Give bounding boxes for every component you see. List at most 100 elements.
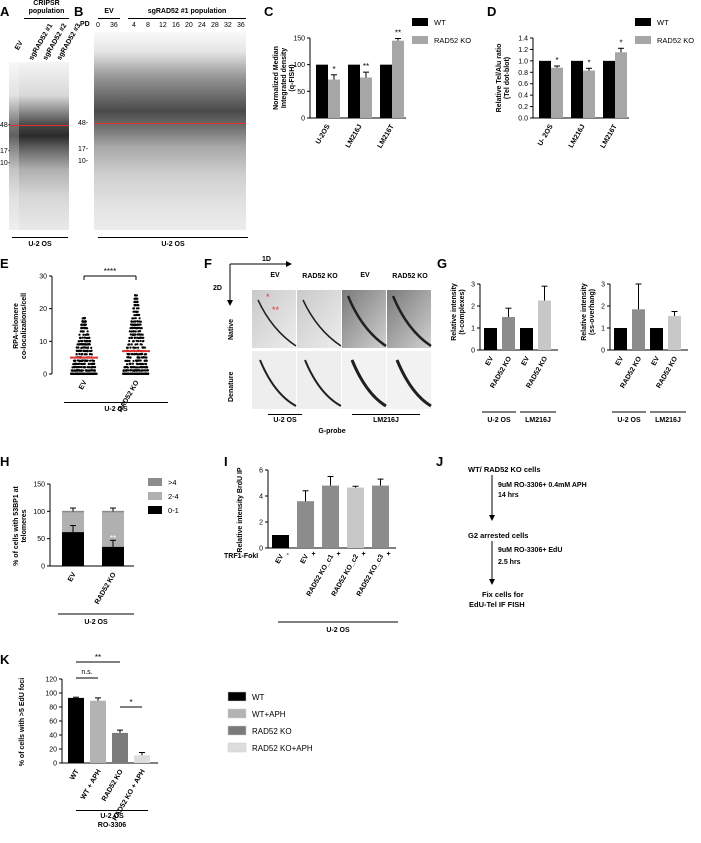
e-point [129, 366, 132, 369]
g1-y-label: (t-complexes) [459, 289, 466, 335]
e-point [88, 340, 91, 343]
i-x-label: RAD52 KO_c3 [356, 553, 386, 597]
e-point [139, 359, 142, 362]
panel-label-b: B [74, 4, 84, 19]
g1-y-label: Relative intensity [451, 283, 458, 341]
e-y-tick-label: 20 [39, 306, 47, 313]
e-y-tick-label: 10 [39, 339, 47, 346]
e-point [137, 313, 141, 317]
e-point [83, 336, 87, 339]
e-point [137, 330, 140, 333]
e-point [143, 346, 147, 349]
pd-value: 32 [224, 22, 232, 29]
e-point [141, 372, 144, 375]
k-y-tick-label: 120 [45, 677, 57, 684]
e-point [136, 304, 140, 307]
g2-y-tick-label: 2 [601, 304, 605, 311]
e-point [82, 343, 85, 346]
e-point [82, 333, 85, 336]
e-point [135, 307, 139, 310]
f-col-ko-2: RAD52 KO [392, 273, 428, 280]
j-step-2: G2 arrested cells [468, 531, 529, 540]
h-legend-label: 0-1 [168, 506, 179, 515]
e-point [144, 353, 148, 356]
e-point [144, 362, 147, 365]
k-legend-label: RAD52 KO+APH [252, 744, 313, 753]
f-col-ev-1: EV [270, 272, 280, 279]
h-x-label: RAD52 KO [94, 571, 118, 606]
e-point [123, 372, 126, 376]
j-treatment-1-line1: 9uM RO-3306+ 0.4mM APH [498, 482, 587, 489]
e-point [81, 339, 84, 343]
i-y-tick-label: 0 [259, 546, 263, 553]
d-x-label: U- 2OS [537, 123, 555, 147]
c-legend-swatch [412, 36, 428, 44]
i-trf1-label: TRF1-FokI [224, 553, 258, 560]
e-point [137, 307, 140, 310]
e-point [138, 362, 141, 365]
e-point [81, 320, 84, 323]
f-line-u2os [268, 414, 302, 415]
pd-value: 12 [159, 22, 167, 29]
panel-label-i: I [224, 454, 228, 469]
k-y-tick-label: 0 [53, 761, 57, 768]
i-trf1-sign: + [387, 551, 391, 558]
j-treatment-2-line2: 2.5 hrs [498, 559, 521, 566]
c-y-tick-label: 50 [297, 89, 305, 96]
b-ev-line [98, 18, 120, 19]
e-point [141, 336, 144, 339]
e-point [74, 372, 77, 376]
e-point [134, 320, 137, 323]
e-point [78, 352, 81, 356]
d-legend-swatch [635, 36, 651, 44]
b-ev-header: EV [104, 8, 114, 15]
e-point [136, 372, 139, 375]
j-step-3-detail: EdU-Tel IF FISH [469, 600, 525, 609]
e-point [134, 343, 137, 346]
e-point [127, 369, 130, 372]
e-point [84, 343, 87, 346]
f-row-denature: Denature [228, 371, 235, 402]
e-point [84, 327, 88, 330]
pd-value: 16 [172, 22, 180, 29]
k-x-label: RAD52 KO [101, 768, 125, 803]
e-point [126, 346, 129, 349]
g2-bar [650, 328, 663, 350]
k-y-tick-label: 20 [49, 747, 57, 754]
g2-y-label: (ss-overhang) [589, 289, 596, 335]
i-bar [347, 487, 364, 548]
e-point [78, 349, 81, 352]
d-bar [539, 60, 551, 118]
k-bar [112, 732, 128, 763]
i-trf1-sign: - [287, 551, 290, 558]
e-point [80, 366, 83, 369]
e-point [139, 327, 142, 330]
g2-y-tick-label: 1 [601, 326, 605, 333]
e-point [77, 346, 80, 349]
k-bar [134, 755, 150, 763]
e-point [80, 359, 83, 362]
e-point [144, 372, 147, 375]
d-bar [571, 60, 583, 118]
e-point [133, 372, 136, 375]
k-ns: n.s. [81, 669, 92, 676]
i-x-label: EV [299, 553, 310, 565]
e-point [72, 363, 75, 366]
d-legend-swatch [635, 18, 651, 26]
southern-blot-a [9, 62, 69, 230]
e-point [80, 369, 84, 372]
k-y-tick-label: 80 [49, 705, 57, 712]
e-point [128, 359, 131, 362]
k-legend-label: WT [252, 693, 265, 702]
pd-value: 24 [198, 22, 206, 29]
c-legend-label: WT [434, 18, 446, 27]
panel-label-d: D [487, 4, 497, 19]
k-legend-label: RAD52 KO [252, 727, 292, 736]
d-y-tick-label: 0.6 [518, 81, 528, 88]
g2-group-label-1: U-2 OS [617, 417, 641, 424]
gel-denature-ko1 [297, 351, 341, 409]
e-point [126, 352, 129, 356]
e-point [89, 349, 93, 353]
e-x-label: EV [78, 379, 89, 391]
f-probe: G-probe [318, 428, 346, 435]
